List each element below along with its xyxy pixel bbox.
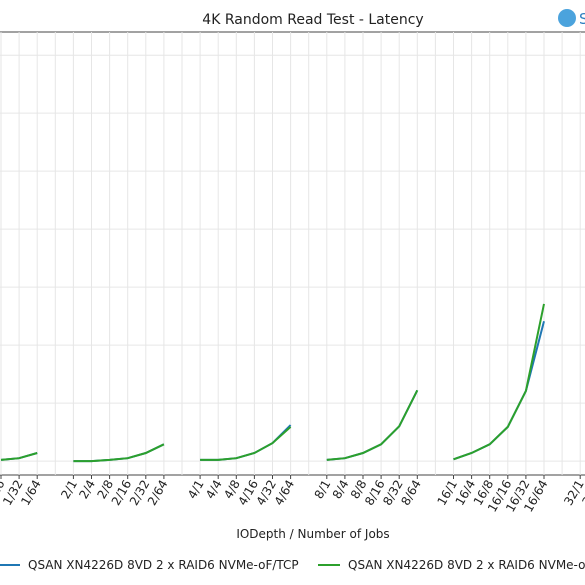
x-tick-label: 2/1 bbox=[58, 478, 80, 502]
logo-text: S bbox=[579, 10, 585, 28]
x-tick-label: 4/4 bbox=[203, 478, 225, 502]
x-tick-label: 8/64 bbox=[398, 478, 424, 508]
x-tick-label: 8/1 bbox=[312, 478, 334, 502]
x-tick-label: 1/64 bbox=[18, 478, 44, 508]
logo: S bbox=[558, 9, 585, 28]
x-axis-label: IODepth / Number of Jobs bbox=[236, 527, 389, 541]
legend-label: QSAN XN4226D 8VD 2 x RAID6 NVMe-oF/RDMA bbox=[348, 558, 585, 572]
x-tick-label: 8/4 bbox=[330, 478, 352, 502]
x-tick-label: 4/1 bbox=[185, 478, 207, 502]
plot-area bbox=[0, 32, 585, 475]
x-tick-label: 4/64 bbox=[272, 478, 298, 508]
legend-label: QSAN XN4226D 8VD 2 x RAID6 NVMe-oF/TCP bbox=[28, 558, 299, 572]
x-tick-label: 2/4 bbox=[76, 478, 98, 502]
x-tick-label: 32/1 bbox=[561, 478, 585, 508]
logo-icon bbox=[558, 9, 576, 27]
x-tick-label: 2/64 bbox=[145, 478, 171, 508]
chart-title: 4K Random Read Test - Latency bbox=[202, 12, 423, 28]
